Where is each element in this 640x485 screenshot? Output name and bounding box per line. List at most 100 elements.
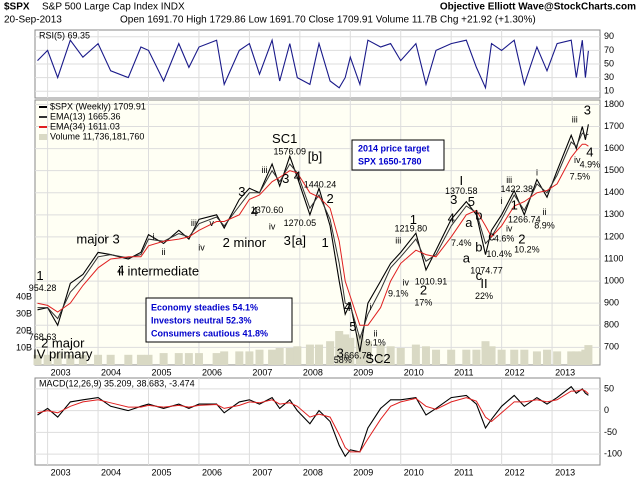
wave-label: c [488, 228, 495, 243]
sentiment-box-frame [145, 297, 293, 343]
y-tick-label: 30 [604, 72, 614, 82]
x-tick-label: 2009 [353, 467, 373, 477]
credit: Objective Elliott Wave@StockCharts.com [440, 2, 636, 13]
wave-label: ii intermediate [118, 264, 199, 279]
wave-label: 3 [584, 102, 591, 117]
volume-bar [293, 346, 302, 365]
y-tick-label: 900 [604, 298, 619, 308]
volume-bar [584, 345, 593, 365]
wave-label: 3 [282, 171, 289, 186]
x-tick-label: 2013 [555, 467, 575, 477]
x-tick-label: 2003 [51, 467, 71, 477]
wave-label: 1370.58 [445, 186, 478, 196]
wave-label: ii [543, 207, 547, 217]
wave-label: 9.1% [365, 337, 386, 347]
x-tick-label: 2005 [152, 467, 172, 477]
wave-label: 10.4% [486, 249, 512, 259]
x-tick-label: 2006 [202, 367, 222, 377]
volume-bar [481, 341, 490, 365]
volume-bar [106, 354, 115, 365]
panel [34, 99, 601, 366]
series-line [37, 389, 589, 453]
wave-label: 1074.77 [470, 266, 503, 276]
wave-label: 768.63 [29, 332, 57, 342]
x-tick-label: 2013 [555, 367, 575, 377]
volume-bar [194, 353, 203, 365]
wave-label: 666.79 [344, 351, 372, 361]
volume-bar [78, 354, 87, 365]
wave-label: SC1 [272, 131, 297, 146]
wave-label: 2 [420, 282, 427, 297]
y-tick-label: 1800 [604, 99, 624, 109]
volume-bar [421, 346, 430, 365]
volume-bar [462, 349, 471, 365]
wave-label: II [480, 276, 487, 291]
volume-bar [184, 353, 193, 365]
wave-label: 1422.38 [500, 184, 533, 194]
y-tick-label: 50 [604, 383, 614, 393]
volume-bar [144, 354, 153, 365]
wave-label: 1219.80 [395, 224, 428, 234]
wave-label: 3 [284, 233, 291, 248]
wave-label: 1 [36, 268, 43, 283]
wave-label: i [105, 234, 107, 244]
index-name: S&P 500 Large Cap Index INDX [42, 2, 185, 13]
panel-title: MACD(12,26,9) 35.209, 38.683, -3.474 [39, 378, 195, 388]
wave-label: 5 [468, 194, 475, 209]
y-tick-label: -50 [604, 427, 617, 437]
x-tick-label: 2009 [353, 367, 373, 377]
volume-bar [432, 349, 441, 365]
x-tick-label: 2005 [152, 367, 172, 377]
volume-bar [335, 331, 344, 365]
wave-label: i [501, 196, 503, 206]
x-tick-label: 2010 [404, 367, 424, 377]
wave-label: iii [262, 165, 268, 175]
x-tick-label: 2011 [454, 367, 473, 377]
volume-bar [66, 354, 75, 365]
wave-label: 4 [344, 299, 351, 314]
volume-bar [43, 354, 52, 365]
wave-label: 954.28 [29, 283, 57, 293]
wave-label: 2 minor [223, 235, 267, 250]
volume-bar [341, 334, 350, 365]
volume-bar [220, 351, 229, 365]
wave-label: a [463, 250, 471, 265]
volume-bar [53, 353, 62, 365]
wave-label: I [459, 173, 463, 188]
volume-bar [532, 351, 541, 365]
wave-label: 7.4% [451, 238, 472, 248]
panel-title: RSI(5) 69.35 [39, 30, 90, 40]
volume-bar [245, 351, 254, 365]
wave-label: 4 [448, 211, 455, 226]
symbol: $SPX [4, 2, 30, 13]
legend-label: EMA(34) 1611.03 [50, 121, 120, 131]
volume-bar [472, 349, 481, 365]
panel [34, 377, 601, 466]
y-tick-label: 1500 [604, 165, 624, 175]
wave-label: 2 [326, 191, 333, 206]
y-tick-label: 90 [604, 31, 614, 41]
wave-label: 1370.60 [251, 205, 284, 215]
series-line [37, 132, 589, 341]
volume-bar [124, 354, 133, 365]
y-tick-label: 0 [604, 405, 609, 415]
wave-label: 4 [117, 263, 124, 278]
series-line [37, 143, 589, 326]
volume-bar [33, 354, 42, 365]
wave-label: 8.9% [534, 220, 555, 230]
volume-bar [510, 349, 519, 365]
volume-tick-label: 40B [16, 291, 32, 301]
series-line [37, 38, 589, 90]
wave-label: i [369, 302, 371, 312]
volume-bar [376, 344, 385, 365]
wave-label: 1010.91 [415, 277, 448, 287]
y-tick-label: 1300 [604, 209, 624, 219]
x-tick-label: 2004 [101, 367, 121, 377]
x-tick-label: 2010 [404, 467, 424, 477]
volume-tick-label: 30B [16, 308, 32, 318]
y-tick-label: 800 [604, 320, 619, 330]
wave-label: 9.1% [388, 289, 409, 299]
wave-label: i [536, 167, 538, 177]
